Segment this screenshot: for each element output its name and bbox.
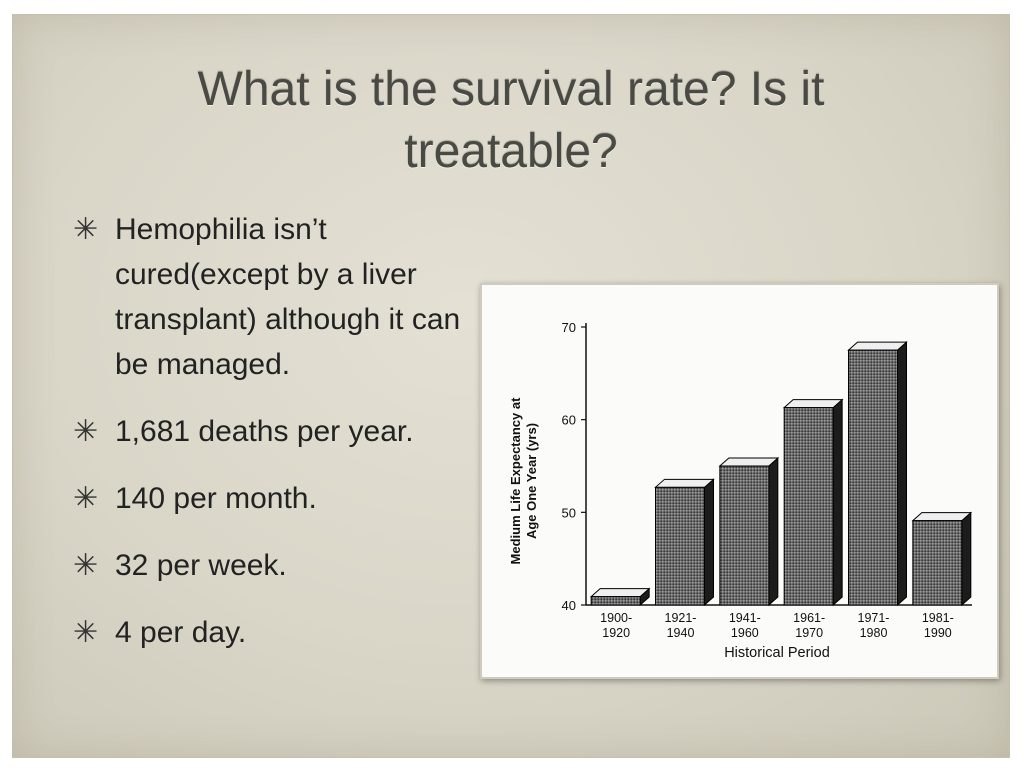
bullet-list: ✳ Hemophilia isn’t cured(except by a live…: [73, 207, 493, 677]
x-tick-label: 1900-1920: [600, 611, 632, 640]
y-tick-label: 40: [562, 598, 576, 613]
y-tick-label: 60: [562, 413, 576, 428]
x-tick-label: 1971-1980: [858, 611, 890, 640]
bar: [719, 465, 770, 606]
bullet-item: ✳ 1,681 deaths per year.: [73, 409, 493, 454]
bar: [590, 596, 641, 606]
asterisk-bullet-icon: ✳: [73, 482, 99, 515]
asterisk-bullet-icon: ✳: [73, 415, 99, 448]
bullet-text: 32 per week.: [115, 549, 287, 582]
bullet-text: 140 per month.: [115, 482, 317, 515]
bar: [783, 407, 834, 606]
bar-side: [961, 511, 972, 607]
asterisk-bullet-icon: ✳: [73, 213, 99, 246]
bullet-item: ✳ 140 per month.: [73, 476, 493, 521]
bar: [912, 520, 963, 606]
bullet-item: ✳ Hemophilia isn’t cured(except by a live…: [73, 207, 493, 387]
bar-top: [782, 399, 844, 409]
chart-figure: 40 50 60 70 Medium Life Expectancy at Age One…: [480, 283, 999, 679]
x-axis-label: Historical Period: [724, 645, 830, 661]
y-tick-label: 70: [562, 320, 576, 335]
slide: What is the survival rate? Is it treatab…: [12, 14, 1010, 758]
bar-chart: 40 50 60 70 Medium Life Expectancy at Age One…: [508, 320, 973, 661]
bar-top: [847, 341, 908, 351]
slide-title: What is the survival rate? Is it treatab…: [197, 63, 825, 178]
bullet-item: ✳ 32 per week.: [73, 543, 493, 588]
x-tick-label: 1921-1940: [665, 611, 697, 640]
x-tick-label: 1961-1970: [793, 611, 825, 640]
bar-top: [911, 512, 973, 522]
bar-top: [654, 478, 715, 488]
bullet-text: 1,681 deaths per year.: [115, 415, 414, 448]
y-axis-label: Medium Life Expectancy at: [508, 397, 523, 565]
y-axis-label: Age One Year (yrs): [524, 423, 539, 539]
x-tick-label: 1941-1960: [729, 611, 761, 640]
asterisk-bullet-icon: ✳: [73, 549, 99, 582]
bar-top: [589, 588, 651, 598]
y-tick-label: 50: [562, 505, 576, 520]
bullet-item: ✳ 4 per day.: [73, 610, 493, 655]
bar-side: [768, 456, 779, 607]
bar: [848, 349, 898, 606]
x-tick-label: 1981-1990: [922, 611, 954, 640]
bar-top: [718, 457, 780, 467]
bar: [655, 486, 705, 606]
asterisk-bullet-icon: ✳: [73, 616, 99, 649]
bullet-text: 4 per day.: [115, 616, 247, 649]
bar-side: [832, 398, 843, 607]
bar-side: [704, 478, 714, 607]
bar-side: [897, 341, 907, 607]
bullet-text: Hemophilia isn’t cured(except by a liver…: [115, 213, 461, 381]
